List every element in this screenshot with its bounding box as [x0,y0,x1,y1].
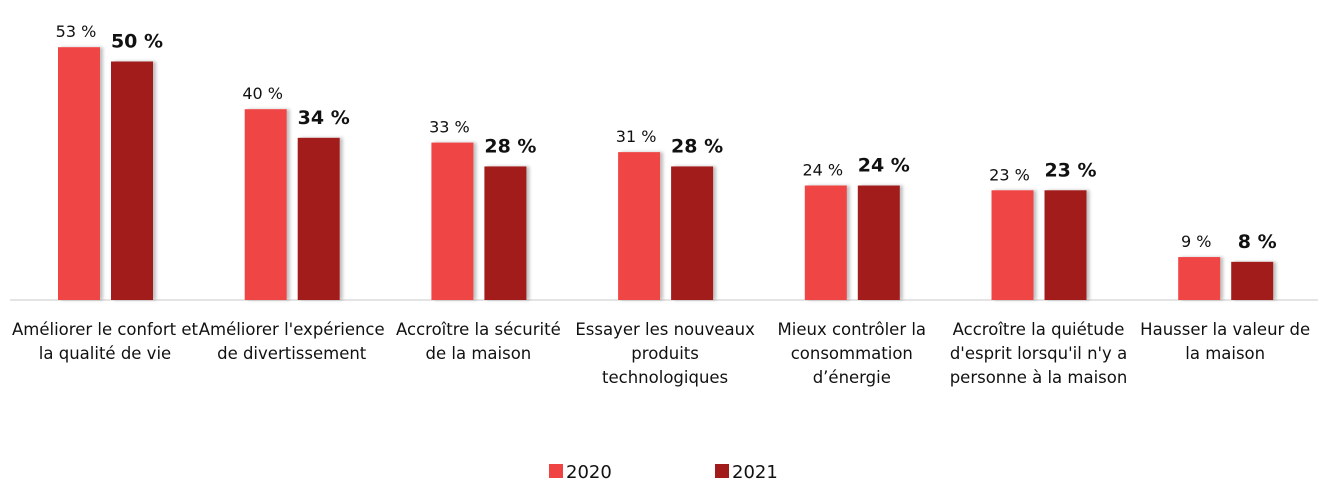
bar [1044,190,1087,300]
bar [1231,261,1274,300]
category-label: Améliorer le confort et la qualité de vi… [12,320,199,363]
value-label: 53 % [56,22,97,41]
bar [297,137,340,300]
bar [244,109,287,300]
value-label: 50 % [111,31,163,53]
value-label: 28 % [484,135,536,157]
value-label: 23 % [989,165,1030,184]
value-label: 31 % [616,127,657,146]
value-label: 9 % [1181,232,1211,251]
category-label: Hausser la valeur de la maison [1140,320,1311,363]
bar [1178,257,1221,300]
bar [111,61,153,300]
value-label: 23 % [1044,159,1096,181]
legend-label: 2021 [732,462,778,483]
value-label: 33 % [429,118,470,137]
legend-label: 2020 [566,462,612,483]
value-label: 40 % [242,84,283,103]
value-label: 8 % [1238,231,1277,253]
category-label: Mieux contrôler la consommation d’énergi… [777,320,927,387]
bar [618,152,661,300]
bar [857,185,900,300]
value-label: 24 % [802,161,843,180]
value-label: 34 % [298,107,350,129]
value-label: 24 % [858,155,910,177]
category-label: Essayer les nouveaux produits technologi… [575,320,755,387]
bar [991,190,1034,300]
category-label: Accroître la quiétude d'esprit lorsqu'il… [949,320,1128,387]
value-label: 28 % [671,135,723,157]
bar [484,166,527,300]
bar [671,166,714,300]
bar [804,185,847,300]
category-label: Accroître la sécurité de la maison [396,320,561,363]
bar [431,142,474,300]
bar [58,47,100,300]
category-label: Améliorer l'expérience de divertissement [198,320,385,363]
legend-swatch [549,464,563,478]
legend-swatch [715,464,729,478]
